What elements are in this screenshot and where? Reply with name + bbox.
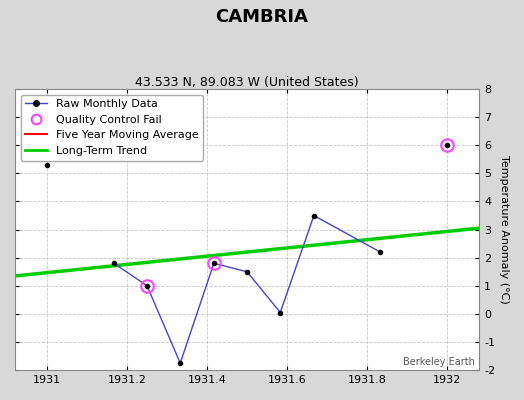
Legend: Raw Monthly Data, Quality Control Fail, Five Year Moving Average, Long-Term Tren: Raw Monthly Data, Quality Control Fail, …: [20, 94, 203, 160]
Text: Berkeley Earth: Berkeley Earth: [402, 357, 475, 367]
Title: 43.533 N, 89.083 W (United States): 43.533 N, 89.083 W (United States): [135, 76, 359, 89]
Text: CAMBRIA: CAMBRIA: [215, 8, 309, 26]
Y-axis label: Temperature Anomaly (°C): Temperature Anomaly (°C): [499, 155, 509, 304]
